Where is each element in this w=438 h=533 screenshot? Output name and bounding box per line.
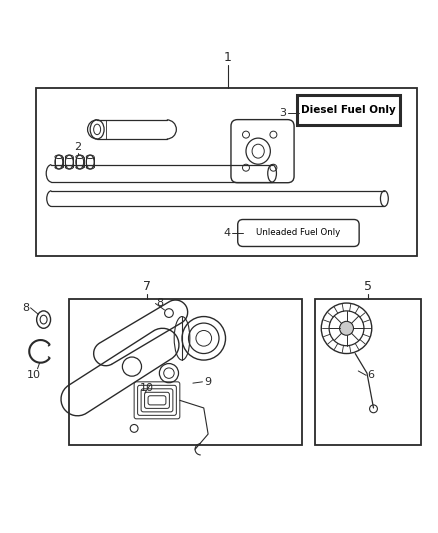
- Text: Unleaded Fuel Only: Unleaded Fuel Only: [256, 229, 340, 238]
- Text: 8: 8: [22, 303, 30, 313]
- Text: 10: 10: [140, 383, 154, 393]
- Ellipse shape: [339, 321, 353, 335]
- Text: 8: 8: [156, 298, 163, 309]
- FancyBboxPatch shape: [238, 220, 359, 246]
- Text: 10: 10: [27, 370, 41, 380]
- Text: 6: 6: [367, 370, 374, 381]
- Text: 1: 1: [224, 51, 232, 64]
- Text: 9: 9: [204, 377, 211, 387]
- Text: 5: 5: [364, 280, 372, 293]
- Text: 3: 3: [279, 108, 286, 118]
- FancyBboxPatch shape: [297, 95, 399, 125]
- Text: Diesel Fuel Only: Diesel Fuel Only: [301, 105, 396, 115]
- Text: 7: 7: [143, 280, 151, 293]
- Text: 2: 2: [74, 142, 81, 152]
- Text: 4: 4: [224, 228, 231, 238]
